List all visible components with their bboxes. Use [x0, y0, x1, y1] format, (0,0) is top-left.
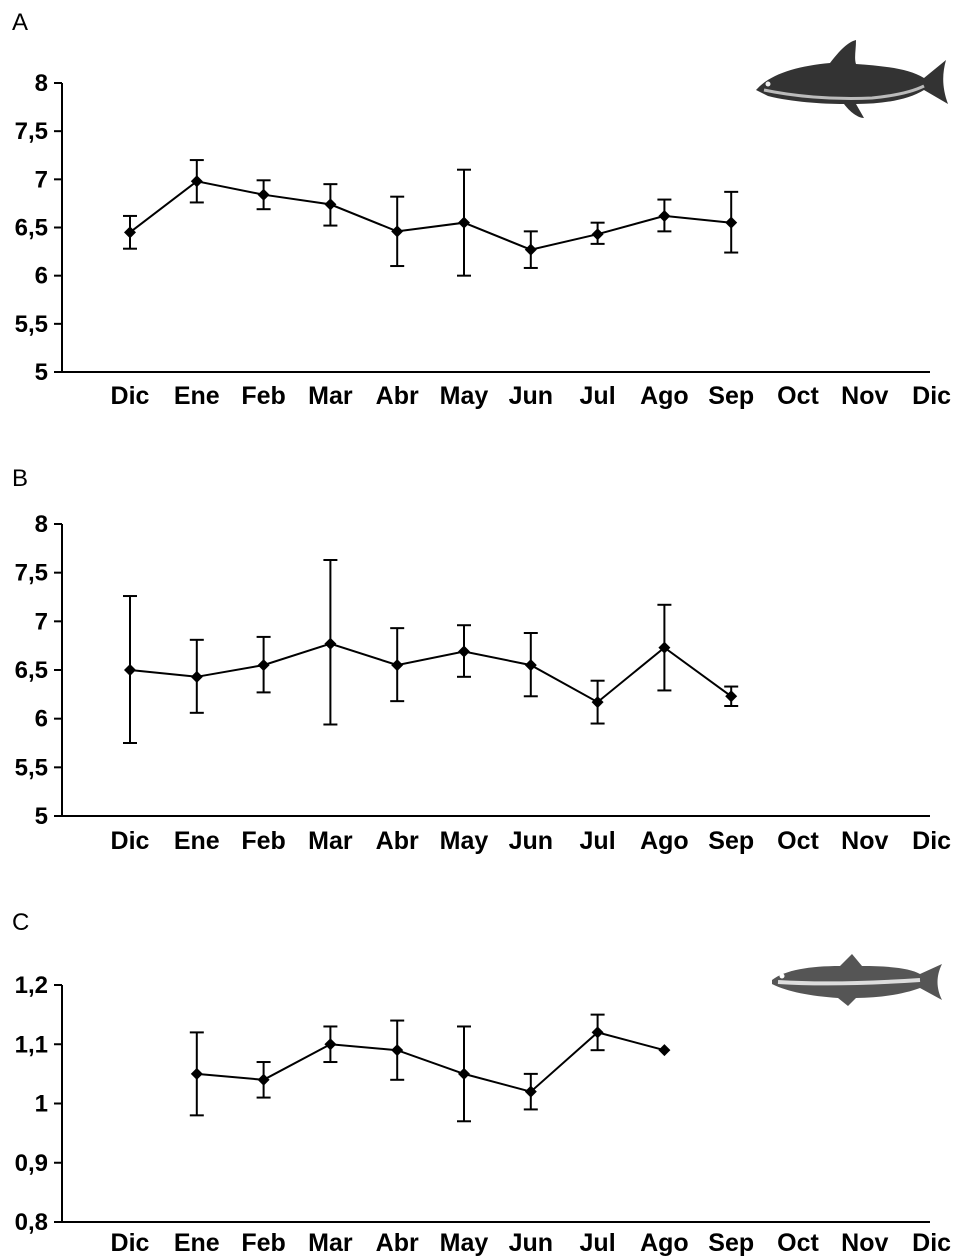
- data-point: [257, 188, 270, 201]
- series-line: [196, 1031, 665, 1093]
- data-point: [324, 637, 337, 650]
- data-point: [391, 1044, 404, 1057]
- data-point: [658, 641, 671, 654]
- y-tick-label: 6: [35, 706, 48, 733]
- x-tick-label: Ago: [640, 1229, 689, 1257]
- chart-panel-a: A 5 5,5 6 6,5 7 7,5 8 Dic Ene Feb Mar Abr May Jun Jul Ag…: [12, 9, 951, 410]
- x-tick-label: Dic: [111, 382, 150, 410]
- x-tick-label: Mar: [308, 382, 353, 410]
- chart-panel-b: B 5 5,5 6 6,5 7 7,5 8 Dic Ene Feb Mar Abr May Jun Jul Ag…: [12, 465, 951, 855]
- loach-fish-icon: [756, 40, 948, 118]
- x-tick-label: Mar: [308, 1229, 353, 1257]
- y-tick-label: 5: [35, 359, 48, 386]
- x-tick-label: Oct: [777, 382, 819, 410]
- chart-panel-c: C 0,8 0,9 1 1,1 1,2 Dic Ene Feb Mar Abr May Jun Jul Ag…: [12, 909, 951, 1257]
- y-tick-label: 7,5: [15, 118, 48, 145]
- data-point: [591, 228, 604, 241]
- x-tick-label: Sep: [708, 827, 754, 855]
- data-point: [124, 664, 136, 676]
- y-tick-label: 6: [35, 263, 48, 290]
- data-point: [458, 645, 470, 658]
- x-tick-label: Jun: [509, 382, 553, 410]
- data-point: [391, 225, 404, 238]
- data-point: [458, 216, 470, 229]
- x-tick-label: Jun: [509, 827, 553, 855]
- data-point: [324, 1038, 337, 1051]
- y-tick-label: 0,9: [15, 1150, 48, 1177]
- x-tick-label: May: [440, 827, 489, 855]
- x-tick-label: Dic: [912, 1229, 951, 1257]
- series-line: [129, 180, 732, 251]
- data-point: [524, 243, 537, 256]
- x-tick-label: Dic: [111, 1229, 150, 1257]
- data-point: [524, 1085, 537, 1098]
- x-tick-label: Abr: [376, 827, 419, 855]
- panel-label: A: [12, 9, 28, 36]
- x-tick-label: Jun: [509, 1229, 553, 1257]
- data-point: [190, 670, 203, 683]
- data-point: [190, 1067, 203, 1080]
- x-tick-label: Sep: [708, 1229, 754, 1257]
- x-tick-label: Feb: [241, 382, 285, 410]
- x-tick-label: Nov: [841, 382, 888, 410]
- data-point: [257, 659, 270, 672]
- x-tick-label: Jul: [580, 1229, 616, 1257]
- x-tick-label: Oct: [777, 1229, 819, 1257]
- data-point: [458, 1067, 470, 1080]
- x-tick-label: Dic: [912, 827, 951, 855]
- y-tick-label: 1: [35, 1091, 48, 1118]
- x-tick-label: Dic: [912, 382, 951, 410]
- x-tick-label: Abr: [376, 1229, 419, 1257]
- y-tick-label: 1,2: [15, 972, 48, 999]
- x-tick-label: Ago: [640, 382, 689, 410]
- data-point: [591, 1026, 604, 1039]
- y-tick-label: 5,5: [15, 754, 48, 781]
- x-tick-label: Mar: [308, 827, 353, 855]
- y-tick-label: 6,5: [15, 215, 48, 242]
- panel-label: C: [12, 909, 29, 936]
- x-tick-label: Dic: [111, 827, 150, 855]
- x-tick-label: Sep: [708, 382, 754, 410]
- data-point: [124, 226, 136, 239]
- y-tick-label: 7: [35, 608, 48, 635]
- x-tick-label: May: [440, 382, 489, 410]
- x-tick-label: Jul: [580, 827, 616, 855]
- x-tick-label: Ene: [174, 382, 220, 410]
- data-point: [257, 1073, 270, 1086]
- y-tick-label: 1,1: [15, 1031, 48, 1058]
- x-tick-label: May: [440, 1229, 489, 1257]
- data-point: [524, 659, 537, 672]
- y-tick-label: 8: [35, 511, 48, 538]
- x-tick-label: Ene: [174, 827, 220, 855]
- x-tick-label: Nov: [841, 1229, 888, 1257]
- x-tick-label: Feb: [241, 1229, 285, 1257]
- minnow-fish-icon: [772, 954, 942, 1006]
- x-tick-label: Abr: [376, 382, 419, 410]
- panel-label: B: [12, 465, 28, 492]
- y-tick-label: 7: [35, 166, 48, 193]
- data-point: [725, 690, 738, 703]
- y-tick-label: 0,8: [15, 1209, 48, 1236]
- x-tick-label: Oct: [777, 827, 819, 855]
- y-tick-label: 7,5: [15, 560, 48, 587]
- x-tick-label: Ene: [174, 1229, 220, 1257]
- data-point: [658, 1044, 671, 1057]
- y-tick-label: 5,5: [15, 311, 48, 338]
- x-tick-label: Jul: [580, 382, 616, 410]
- data-point: [190, 175, 203, 188]
- y-tick-label: 6,5: [15, 657, 48, 684]
- x-tick-label: Nov: [841, 827, 888, 855]
- y-tick-label: 8: [35, 70, 48, 97]
- data-point: [725, 216, 738, 229]
- series-line: [129, 642, 732, 704]
- data-point: [658, 209, 671, 222]
- data-point: [591, 696, 604, 709]
- x-tick-label: Feb: [241, 827, 285, 855]
- y-tick-label: 5: [35, 803, 48, 830]
- data-point: [391, 659, 404, 672]
- data-point: [324, 198, 337, 211]
- x-tick-label: Ago: [640, 827, 689, 855]
